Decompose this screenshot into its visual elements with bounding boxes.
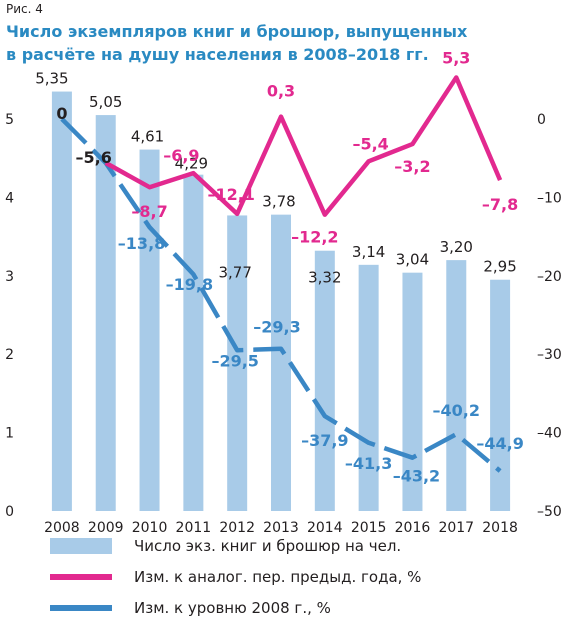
bar-2015 <box>358 264 379 511</box>
yoy-label-2012: –12,1 <box>207 185 254 204</box>
chart-title: Число экземпляров книг и брошюр, выпущен… <box>6 20 561 66</box>
yoy-label-2015: –5,4 <box>352 134 388 153</box>
line-yoy <box>104 75 503 217</box>
bar-2008 <box>51 91 72 511</box>
yoy-label-2018: –7,8 <box>482 195 518 214</box>
bar-label-2011: 4,29 <box>175 155 208 173</box>
legend-label-bars: Число экз. книг и брошюр на чел. <box>134 536 402 555</box>
right-tick-2: –20 <box>537 269 562 285</box>
legend-item-bars: Число экз. книг и брошюр на чел. <box>50 530 421 561</box>
legend-swatch-bars <box>50 537 112 554</box>
bar-label-2013: 3,78 <box>262 193 295 211</box>
legend: Число экз. книг и брошюр на чел. Изм. к … <box>50 530 421 623</box>
right-tick-4: –40 <box>537 426 562 442</box>
bar-2010 <box>139 149 160 512</box>
bar-label-2018: 2,95 <box>483 258 516 276</box>
bar-2013 <box>271 214 291 511</box>
legend-label-yoy: Изм. к аналог. пер. предыд. года, % <box>134 567 422 586</box>
title-line-1: Число экземпляров книг и брошюр, выпущен… <box>6 22 468 41</box>
figure-label: Рис. 4 <box>6 2 43 16</box>
legend-swatch-yoy <box>50 573 112 580</box>
yoy-label-2017: 5,3 <box>442 48 470 67</box>
base-label-2014: –37,9 <box>301 431 348 450</box>
bar-label-2015: 3,14 <box>352 243 385 261</box>
x-tick-2012: 2012 <box>219 520 255 536</box>
legend-item-base: Изм. к уровню 2008 г., % <box>50 592 421 623</box>
right-tick-0: 0 <box>537 112 546 128</box>
base-label-2017: –40,2 <box>433 401 480 420</box>
x-tick-2008: 2008 <box>44 520 80 536</box>
base-label-2016: –43,2 <box>393 467 440 486</box>
bar-2009 <box>95 115 116 511</box>
yoy-label-2011: –6,9 <box>163 146 199 165</box>
bar-label-2012: 3,77 <box>218 263 251 281</box>
left-tick-0: 0 <box>5 504 14 520</box>
base-label-2011: –19,8 <box>166 275 213 294</box>
x-tick-2014: 2014 <box>307 520 343 536</box>
x-tick-2009: 2009 <box>88 520 124 536</box>
x-tick-2015: 2015 <box>351 520 387 536</box>
x-tick-2018: 2018 <box>482 520 518 536</box>
base-label-2013: –29,3 <box>253 318 300 337</box>
x-tick-2016: 2016 <box>395 520 431 536</box>
base-label-2018: –44,9 <box>476 434 523 453</box>
bar-2011 <box>183 174 204 511</box>
legend-swatch-base <box>50 604 112 611</box>
chart: 0 1 2 3 4 5 0 –10 –20 –30 –40 –50 2008 2009 2010 2011 20… <box>5 48 562 536</box>
base-label-2010: –13,8 <box>118 234 165 253</box>
bar-label-2008: 5,35 <box>35 70 68 88</box>
right-tick-5: –50 <box>537 504 562 520</box>
yoy-label-2014: –12,2 <box>291 228 338 247</box>
right-tick-3: –30 <box>537 347 562 363</box>
x-tick-2017: 2017 <box>438 520 474 536</box>
x-tick-2011: 2011 <box>176 520 212 536</box>
left-tick-3: 3 <box>5 269 14 285</box>
left-tick-5: 5 <box>5 112 14 128</box>
base-label-2009: –5,6 <box>76 148 112 167</box>
bar-2018 <box>490 279 511 511</box>
base-label-2008: 0 <box>56 104 67 123</box>
base-label-2012: –29,5 <box>211 351 258 370</box>
bar-2014 <box>314 250 335 511</box>
left-tick-4: 4 <box>5 190 14 206</box>
title-line-2: в расчёте на душу населения в 2008–2018 … <box>6 45 429 64</box>
legend-label-base: Изм. к уровню 2008 г., % <box>134 598 331 617</box>
yoy-label-2010: –8,7 <box>131 202 167 221</box>
yoy-label-2013: 0,3 <box>267 82 295 101</box>
yoy-label-2016: –3,2 <box>394 157 430 176</box>
bar-label-2014: 3,32 <box>308 269 341 287</box>
x-tick-2010: 2010 <box>132 520 168 536</box>
right-tick-1: –10 <box>537 190 562 206</box>
bar-label-2017: 3,20 <box>440 238 473 256</box>
line-vs-2008 <box>60 117 502 473</box>
bar-label-2016: 3,04 <box>396 251 429 269</box>
bar-2012 <box>227 215 248 511</box>
legend-item-yoy: Изм. к аналог. пер. предыд. года, % <box>50 561 421 592</box>
bar-2017 <box>446 260 467 511</box>
bar-2016 <box>402 272 423 511</box>
x-tick-2013: 2013 <box>263 520 299 536</box>
bar-label-2010: 4,61 <box>131 128 164 146</box>
left-tick-2: 2 <box>5 347 14 363</box>
left-tick-1: 1 <box>5 426 14 442</box>
base-label-2015: –41,3 <box>345 454 392 473</box>
bar-label-2009: 5,05 <box>89 93 122 111</box>
